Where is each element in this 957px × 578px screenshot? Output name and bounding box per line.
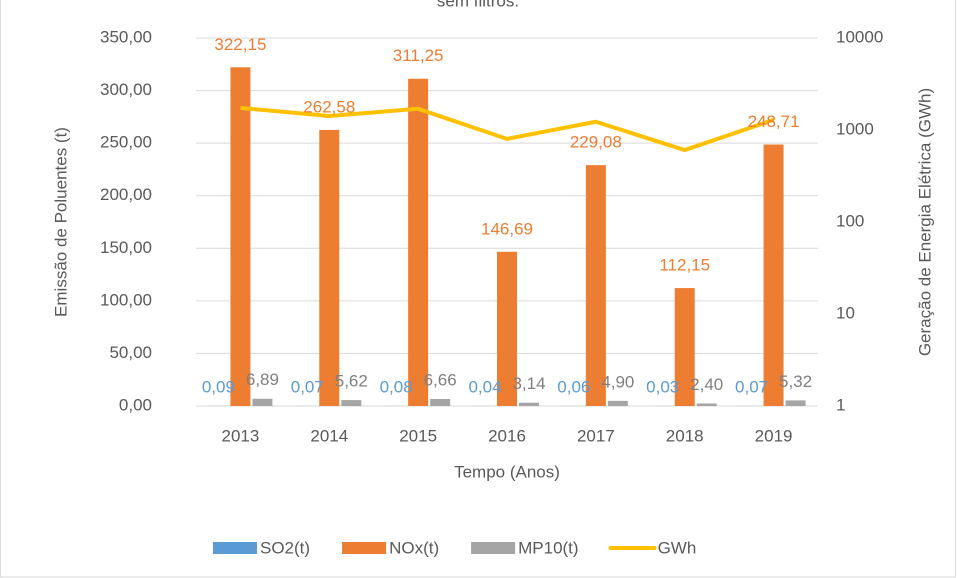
data-label: 248,71 — [748, 112, 800, 131]
bar — [497, 251, 517, 406]
data-label: 0,06 — [557, 377, 590, 396]
data-label: 5,32 — [779, 372, 812, 391]
x-tick-label: 2019 — [755, 426, 793, 445]
chart-title: sem filtros. — [437, 0, 519, 10]
y-tick-label: 150,00 — [100, 238, 152, 257]
data-label: 146,69 — [481, 219, 533, 238]
y-tick-label: 50,00 — [109, 343, 152, 362]
data-label: 5,62 — [335, 372, 368, 391]
x-tick-label: 2018 — [666, 426, 704, 445]
y-axis-title: Emissão de Poluentes (t) — [51, 127, 70, 317]
data-label: 0,04 — [468, 377, 501, 396]
y-tick-label: 300,00 — [100, 80, 152, 99]
bar — [696, 403, 717, 406]
bar — [763, 144, 784, 406]
legend-label: SO2(t) — [260, 538, 310, 557]
bar — [519, 402, 539, 406]
bar — [585, 165, 606, 406]
y2-tick-label: 1000 — [836, 119, 874, 138]
y-tick-label: 100,00 — [100, 290, 152, 309]
legend-label: GWh — [658, 538, 697, 557]
data-label: 2,40 — [690, 375, 723, 394]
data-label: 229,08 — [570, 133, 622, 152]
data-label: 4,90 — [601, 372, 634, 391]
legend-swatch — [471, 542, 516, 554]
bar — [607, 400, 628, 406]
y2-axis-title: Geração de Energia Elétrica (GWh) — [915, 88, 934, 356]
data-label: 0,08 — [380, 377, 413, 396]
legend-swatch — [213, 542, 257, 554]
bar — [341, 400, 362, 406]
y2-tick-label: 1 — [836, 395, 845, 414]
data-label: 262,58 — [303, 97, 355, 116]
data-label: 6,66 — [424, 370, 457, 389]
y-tick-label: 200,00 — [100, 185, 152, 204]
x-tick-label: 2013 — [222, 426, 260, 445]
bar — [230, 67, 251, 406]
legend-label: NOx(t) — [389, 538, 439, 557]
data-label: 0,07 — [735, 377, 768, 396]
y2-tick-label: 10 — [836, 303, 855, 322]
x-axis-title: Tempo (Anos) — [454, 462, 560, 481]
legend-label: MP10(t) — [518, 538, 578, 557]
bar — [319, 129, 340, 406]
data-label: 322,15 — [214, 35, 266, 54]
x-tick-label: 2017 — [577, 426, 615, 445]
y-tick-label: 350,00 — [100, 27, 152, 46]
data-label: 3,14 — [512, 374, 545, 393]
data-label: 0,07 — [291, 377, 324, 396]
y2-tick-label: 100 — [836, 211, 864, 230]
data-label: 0,03 — [646, 377, 679, 396]
data-label: 6,89 — [246, 370, 279, 389]
bar — [252, 398, 273, 406]
data-label: 311,25 — [393, 46, 444, 65]
bar — [674, 288, 695, 406]
y2-tick-label: 10000 — [836, 27, 883, 46]
x-tick-label: 2014 — [310, 426, 348, 445]
bar — [785, 400, 806, 406]
bar — [408, 78, 429, 406]
x-tick-label: 2015 — [399, 426, 437, 445]
data-label: 112,15 — [659, 256, 710, 275]
y-tick-label: 250,00 — [100, 133, 152, 152]
x-tick-label: 2016 — [488, 426, 526, 445]
legend-swatch — [342, 542, 387, 554]
line — [240, 105, 775, 153]
bar — [430, 398, 451, 406]
data-label: 0,09 — [202, 377, 235, 396]
y-tick-label: 0,00 — [119, 395, 152, 414]
